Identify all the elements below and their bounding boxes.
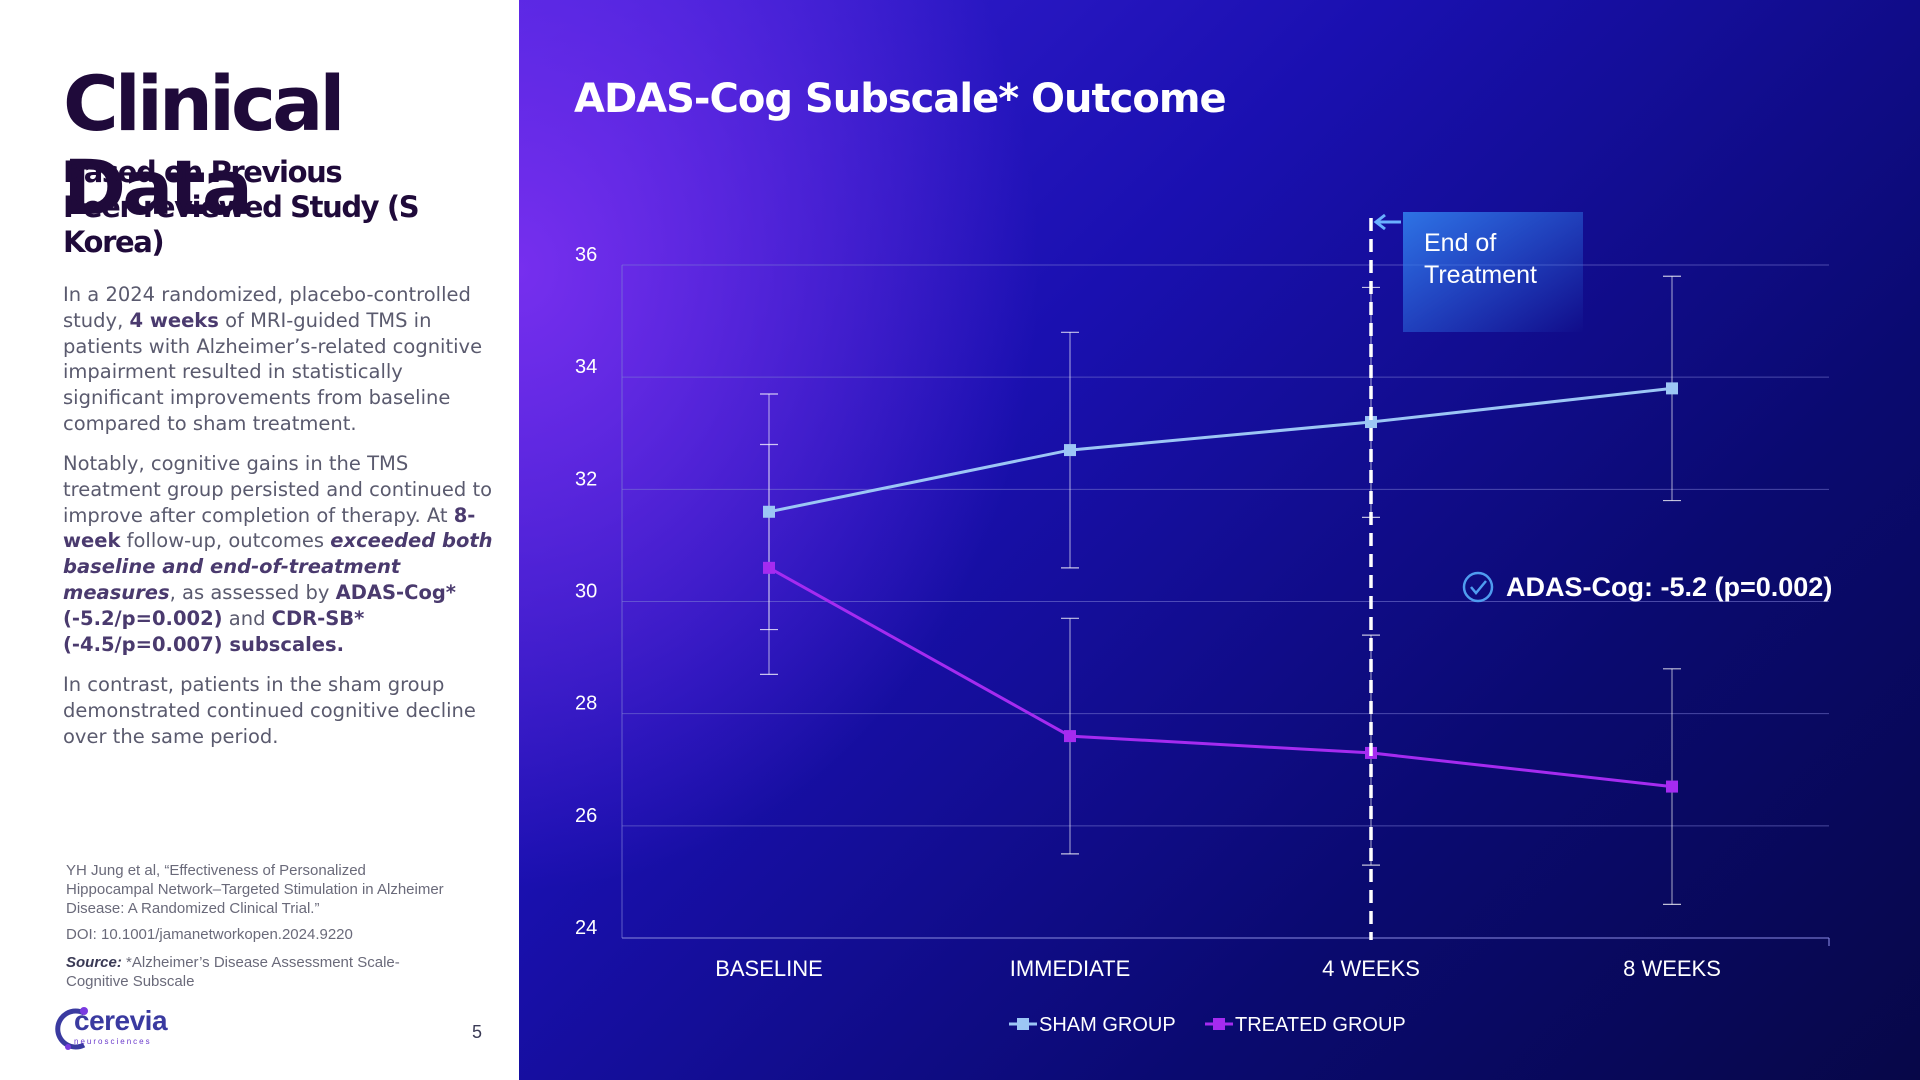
x-tick-8-weeks: 8 WEEKS (1623, 956, 1721, 981)
y-tick-32: 32 (575, 468, 597, 490)
y-tick-36: 36 (575, 244, 597, 266)
end-of-treatment-label-bg (1403, 212, 1583, 332)
treated-group-point-1 (1064, 730, 1076, 743)
end-of-treatment-label-line1: End of (1424, 229, 1496, 257)
p1-text-c: of MRI-guided TMS in patients with Alzhe… (63, 308, 483, 435)
source-text: *Alzheimer’s Disease Assessment Scale-Co… (66, 954, 400, 990)
adas-cog-annotation: ADAS-Cog: -5.2 (p=0.002) (1462, 571, 1832, 603)
sham-group-point-2 (1365, 416, 1377, 429)
x-tick-4-weeks: 4 WEEKS (1322, 956, 1420, 981)
p2-8-week: 8-week (63, 503, 476, 553)
legend-item-treated-group: TREATED GROUP (1205, 1014, 1406, 1036)
p2-text-e: , as assessed by (169, 580, 336, 604)
body-paragraph-2: Notably, cognitive gains in the TMS trea… (63, 451, 493, 657)
page-subtitle: Based on Previous Peer-reviewed Study (S… (63, 155, 503, 260)
y-tick-34: 34 (575, 356, 597, 378)
legend-label-sham-group: SHAM GROUP (1039, 1014, 1176, 1036)
body-paragraph-3: In contrast, patients in the sham group … (63, 673, 476, 748)
treated-group-point-3 (1666, 780, 1678, 793)
sham-group-point-0 (763, 505, 775, 518)
legend-swatch-treated-group (1213, 1018, 1225, 1030)
chart-panel: ADAS-Cog Subscale* Outcome 24 26 28 30 32 34 3… (519, 0, 1920, 1080)
p1-text-a: In a 2024 randomized, placebo-controlled… (63, 283, 471, 332)
logo-subtext: neurosciences (74, 1037, 152, 1046)
y-tick-26: 26 (575, 805, 597, 827)
citation: YH Jung et al, “Effectiveness of Persona… (66, 862, 444, 917)
subtitle-line-2: Peer-reviewed Study (S Korea) (63, 190, 420, 259)
adas-cog-annotation-text: ADAS-Cog: -5.2 (p=0.002) (1506, 572, 1832, 602)
source-label: Source: (66, 954, 122, 971)
p2-text-c: follow-up, outcomes (120, 529, 331, 553)
chart: 24 26 28 30 32 34 36 BASELINE IMMEDIATE 4 WEEKS 8 … (575, 212, 1832, 1036)
page-number: 5 (472, 1022, 483, 1042)
page-title: Clinical Data (63, 59, 345, 232)
logo-mark-icon (55, 1007, 88, 1050)
y-tick-30: 30 (575, 581, 597, 603)
end-of-treatment-arrow-icon (1373, 213, 1401, 231)
p2-exceeded: exceeded both baseline and end-of-treatm… (63, 529, 493, 604)
x-tick-immediate: IMMEDIATE (1010, 956, 1131, 981)
p2-text-g: and (222, 606, 272, 630)
p1-emphasis: 4 weeks (129, 308, 219, 332)
p2-text-a: Notably, cognitive gains in the TMS trea… (63, 452, 493, 527)
y-tick-24: 24 (575, 917, 597, 939)
treated-group-line (768, 566, 1673, 789)
p2-adas-cog: ADAS-Cog* (-5.2/p=0.002) (63, 580, 456, 630)
legend-label-treated-group: TREATED GROUP (1235, 1014, 1406, 1036)
doi: DOI: 10.1001/jamanetworkopen.2024.9220 (66, 926, 353, 943)
sham-group-point-3 (1666, 382, 1678, 395)
end-of-treatment-label-line2: Treatment (1424, 261, 1537, 289)
source-note: Source: *Alzheimer’s Disease Assessment … (66, 953, 446, 991)
left-panel: Clinical Data Based on Previous Peer-rev… (0, 0, 519, 1080)
cerevia-logo: cerevia neurosciences (54, 1003, 184, 1055)
subtitle-line-1: Based on Previous (63, 155, 343, 189)
logo-name: cerevia (74, 1005, 168, 1036)
check-circle-icon (1462, 571, 1494, 603)
check-mark-icon (1470, 580, 1487, 595)
sham-group-point-1 (1064, 444, 1076, 457)
p2-cdr-sb: CDR-SB* (-4.5/p=0.007) subscales. (63, 606, 365, 656)
sham-group-line (768, 386, 1673, 514)
x-tick-baseline: BASELINE (715, 956, 823, 981)
chart-title: ADAS-Cog Subscale* Outcome (574, 76, 1227, 122)
legend-item-sham-group: SHAM GROUP (1009, 1014, 1176, 1036)
treated-group-error-bar-0 (760, 443, 778, 631)
body-paragraph-1: In a 2024 randomized, placebo-controlled… (63, 282, 493, 437)
legend-swatch-sham-group (1017, 1018, 1029, 1030)
y-tick-28: 28 (575, 693, 597, 715)
treated-group-point-0 (763, 561, 775, 574)
